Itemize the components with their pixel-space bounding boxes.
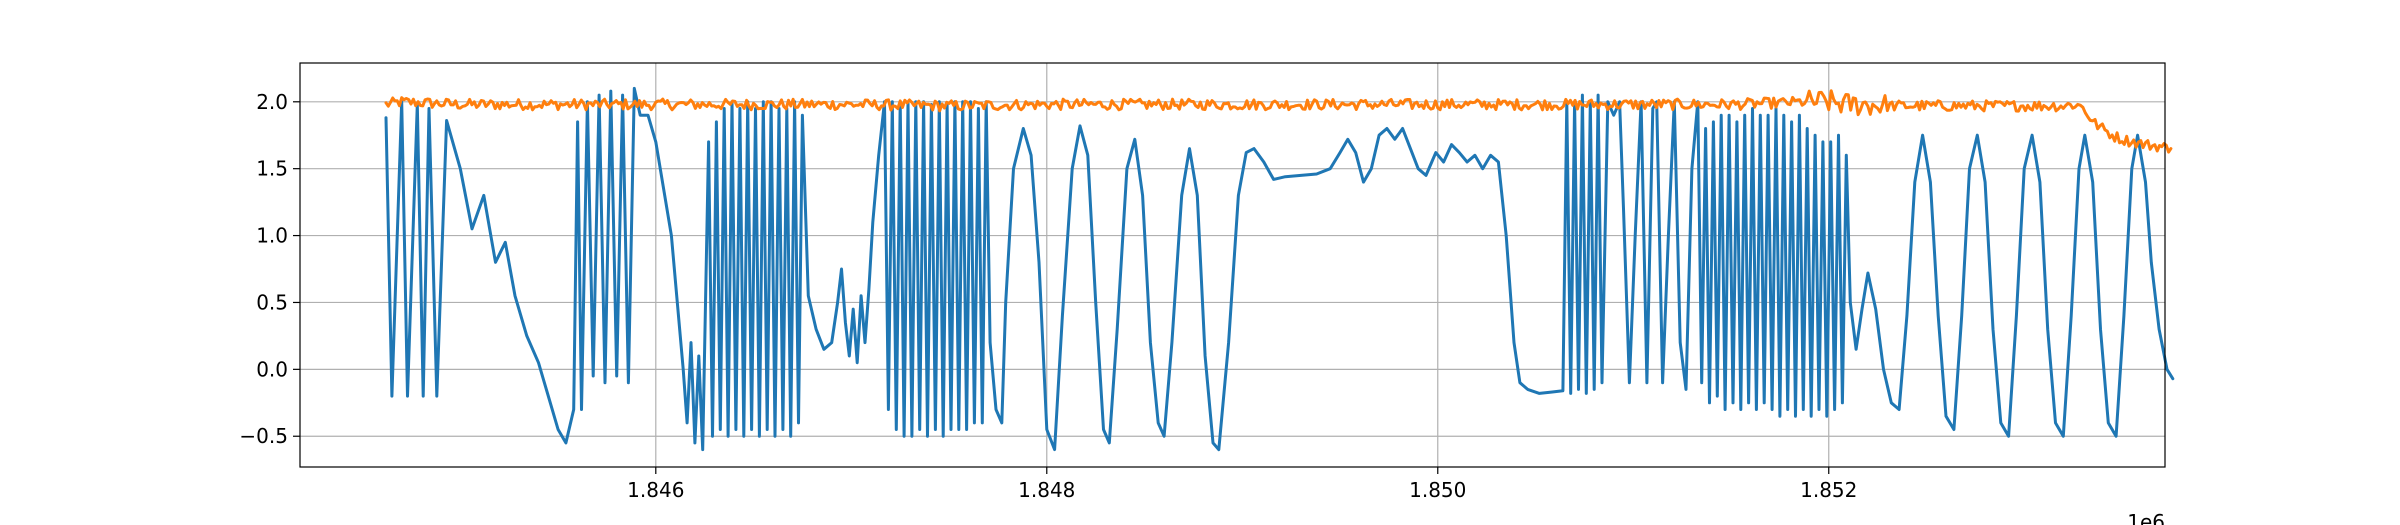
x-tick-label: 1.848 — [1018, 478, 1075, 502]
x-tick-label: 1.852 — [1800, 478, 1857, 502]
x-offset-label: 1e6 — [2127, 510, 2165, 525]
y-tick-label: 2.0 — [256, 90, 288, 114]
y-tick-label: −0.5 — [239, 424, 288, 448]
series-line-2 — [384, 89, 2173, 154]
ticks: 1.846 1.848 1.850 1.852 −0.5 0.0 0.5 1.0 1.5 2.0 — [239, 90, 1857, 502]
y-tick-label: 0.5 — [256, 290, 288, 314]
x-tick-label: 1.850 — [1409, 478, 1466, 502]
series-layer — [384, 86, 2175, 452]
y-tick-label: 1.0 — [256, 224, 288, 248]
y-tick-label: 1.5 — [256, 157, 288, 181]
y-tick-label: 0.0 — [256, 357, 288, 381]
axes-frame — [299, 62, 2166, 468]
series-line-1 — [384, 86, 2175, 452]
x-tick-label: 1.846 — [627, 478, 684, 502]
